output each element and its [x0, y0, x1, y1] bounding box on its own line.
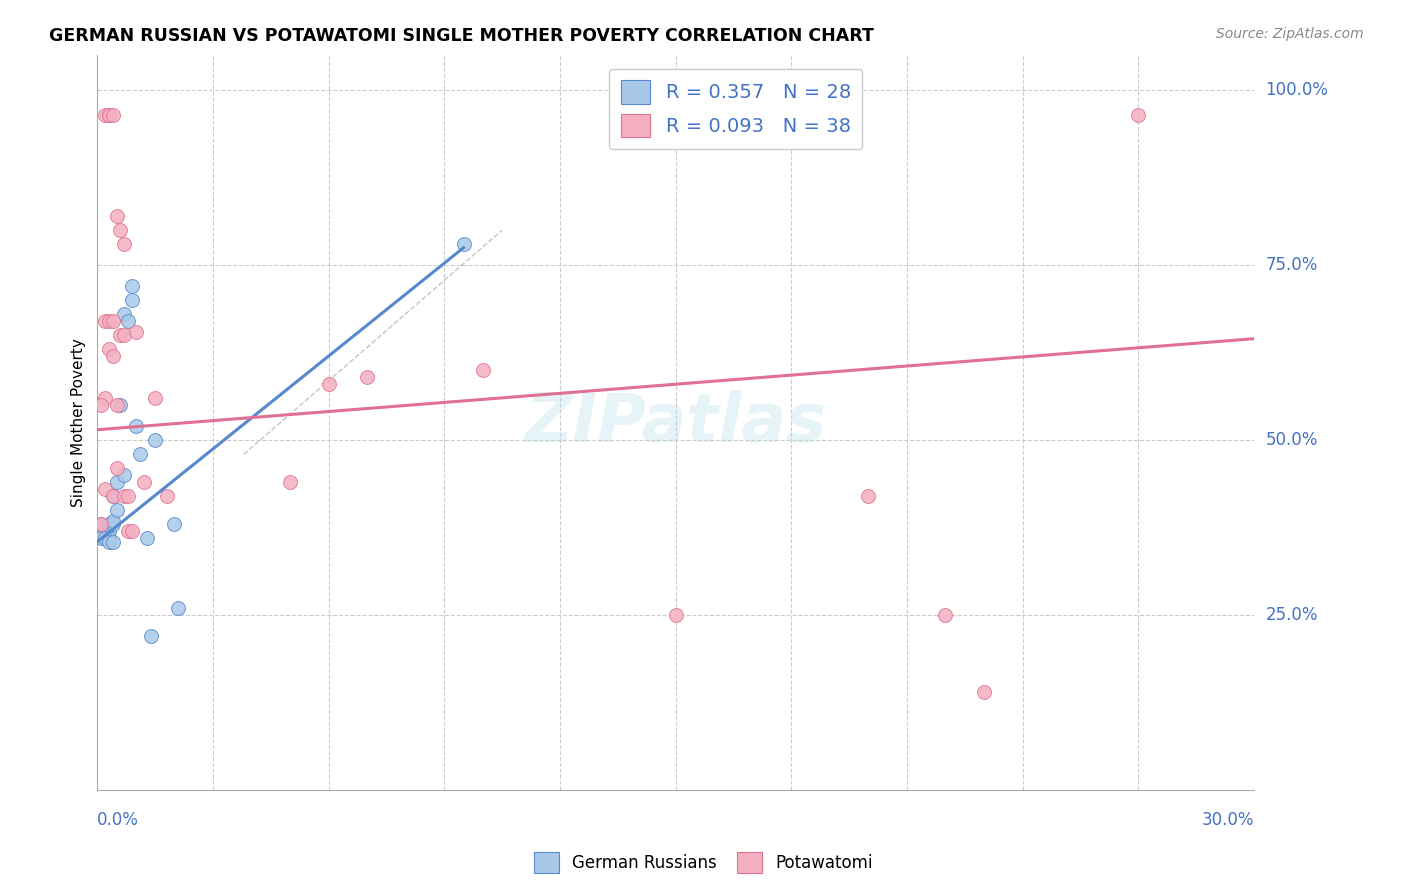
Point	[97, 314, 120, 328]
Point	[97, 108, 120, 122]
Point	[121, 279, 143, 293]
Point	[117, 524, 139, 539]
Point	[934, 608, 956, 623]
Point	[101, 349, 124, 363]
Point	[90, 517, 112, 532]
Point	[117, 314, 139, 328]
Point	[105, 398, 128, 412]
Point	[90, 398, 112, 412]
Point	[105, 461, 128, 475]
Point	[110, 398, 132, 412]
Point	[1128, 108, 1150, 122]
Point	[94, 108, 117, 122]
Point	[125, 419, 148, 434]
Point	[101, 534, 124, 549]
Text: 50.0%: 50.0%	[1265, 431, 1317, 450]
Point	[94, 391, 117, 405]
Text: GERMAN RUSSIAN VS POTAWATOMI SINGLE MOTHER POVERTY CORRELATION CHART: GERMAN RUSSIAN VS POTAWATOMI SINGLE MOTH…	[49, 27, 875, 45]
Point	[112, 237, 135, 252]
Text: 100.0%: 100.0%	[1265, 81, 1329, 99]
Point	[143, 391, 166, 405]
Point	[112, 468, 135, 483]
Point	[125, 325, 148, 339]
Text: 30.0%: 30.0%	[1201, 812, 1254, 830]
Point	[665, 608, 688, 623]
Point	[132, 475, 155, 490]
Text: ZIPatlas: ZIPatlas	[524, 390, 827, 456]
Point	[97, 534, 120, 549]
Point	[90, 517, 112, 532]
Point	[163, 517, 186, 532]
Point	[117, 489, 139, 503]
Point	[143, 434, 166, 448]
Point	[318, 377, 340, 392]
Text: 75.0%: 75.0%	[1265, 256, 1317, 274]
Point	[101, 514, 124, 528]
Point	[112, 328, 135, 343]
Point	[97, 342, 120, 356]
Point	[94, 314, 117, 328]
Point	[105, 475, 128, 490]
Point	[121, 524, 143, 539]
Text: 25.0%: 25.0%	[1265, 607, 1317, 624]
Legend: German Russians, Potawatomi: German Russians, Potawatomi	[527, 846, 879, 880]
Point	[121, 293, 143, 308]
Point	[453, 237, 475, 252]
Point	[110, 223, 132, 237]
Point	[101, 489, 124, 503]
Point	[90, 531, 112, 545]
Point	[101, 314, 124, 328]
Point	[471, 363, 494, 377]
Legend: R = 0.357   N = 28, R = 0.093   N = 38: R = 0.357 N = 28, R = 0.093 N = 38	[609, 69, 862, 149]
Point	[128, 447, 150, 461]
Point	[101, 517, 124, 532]
Point	[112, 489, 135, 503]
Point	[94, 482, 117, 496]
Text: Source: ZipAtlas.com: Source: ZipAtlas.com	[1216, 27, 1364, 41]
Point	[858, 489, 880, 503]
Point	[167, 601, 190, 615]
Text: 0.0%: 0.0%	[97, 812, 139, 830]
Point	[105, 503, 128, 517]
Point	[112, 307, 135, 321]
Point	[136, 531, 159, 545]
Point	[101, 489, 124, 503]
Point	[97, 517, 120, 532]
Y-axis label: Single Mother Poverty: Single Mother Poverty	[72, 338, 86, 508]
Point	[101, 108, 124, 122]
Point	[94, 521, 117, 535]
Point	[156, 489, 179, 503]
Point	[97, 531, 120, 545]
Point	[110, 328, 132, 343]
Point	[94, 531, 117, 545]
Point	[141, 629, 163, 643]
Point	[278, 475, 301, 490]
Point	[973, 685, 995, 699]
Point	[97, 108, 120, 122]
Point	[105, 209, 128, 223]
Point	[97, 524, 120, 539]
Point	[356, 370, 378, 384]
